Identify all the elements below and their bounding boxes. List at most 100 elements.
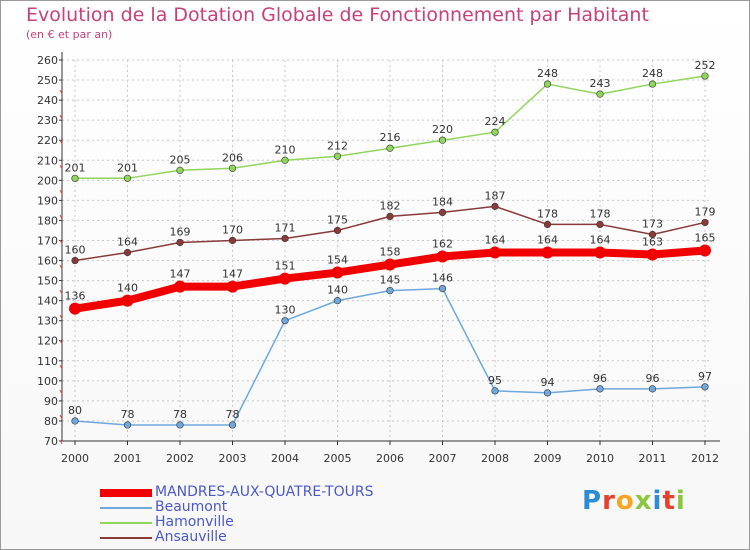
- y-axis-accent: [59, 264, 63, 270]
- x-tick-label: 2008: [481, 452, 509, 465]
- y-axis-accent: [59, 139, 63, 145]
- y-tick-label: 120: [37, 335, 58, 348]
- logo-letter: x: [634, 486, 653, 516]
- data-label: 210: [275, 143, 296, 156]
- data-point: [123, 421, 132, 429]
- data-point: [596, 90, 604, 98]
- data-point: [648, 230, 657, 239]
- y-axis-accent: [59, 164, 63, 170]
- x-tick-label: 2005: [324, 452, 352, 465]
- data-label: 243: [590, 77, 611, 90]
- data-point: [174, 280, 186, 293]
- data-label: 96: [593, 372, 607, 385]
- x-tick-label: 2001: [114, 452, 142, 465]
- data-label: 95: [488, 374, 502, 387]
- y-axis-accent: [59, 364, 63, 370]
- data-label: 78: [173, 408, 187, 421]
- y-tick-label: 160: [37, 255, 58, 268]
- data-label: 147: [222, 268, 243, 281]
- data-point: [281, 234, 289, 243]
- data-point: [543, 389, 552, 397]
- data-label: 175: [327, 213, 348, 226]
- data-point: [176, 166, 184, 174]
- x-tick-label: 2006: [376, 452, 404, 465]
- data-point: [123, 174, 132, 182]
- y-tick-label: 240: [37, 94, 58, 107]
- data-point: [438, 208, 447, 216]
- y-axis-accent: [59, 439, 63, 445]
- chart-subtitle: (en € et par an): [26, 28, 113, 41]
- data-label: 130: [275, 304, 296, 317]
- data-point: [176, 238, 184, 247]
- y-tick-label: 200: [37, 174, 58, 187]
- data-label: 187: [485, 189, 506, 202]
- x-tick-label: 2011: [639, 452, 667, 465]
- data-point: [596, 385, 604, 393]
- data-point: [541, 246, 554, 259]
- data-point: [386, 287, 394, 295]
- data-label: 164: [485, 234, 506, 247]
- series-hamonville: 201 201 205 206 210 212 216 220 224 248 243 248 252: [65, 59, 716, 182]
- data-label: 162: [432, 238, 453, 251]
- legend-label: Beaumont: [155, 499, 228, 515]
- data-label: 96: [646, 372, 660, 385]
- data-label: 94: [541, 376, 555, 389]
- legend-swatch: [100, 537, 152, 539]
- data-point: [281, 156, 289, 164]
- logo-letter: i: [675, 486, 686, 516]
- y-tick-label: 90: [44, 395, 58, 408]
- data-point: [333, 152, 342, 160]
- x-tick-label: 2000: [61, 452, 89, 465]
- data-label: 216: [380, 131, 401, 144]
- y-tick-label: 180: [37, 214, 58, 227]
- data-point: [386, 212, 394, 221]
- y-tick-label: 230: [37, 114, 58, 127]
- y-tick-label: 250: [37, 74, 58, 87]
- y-axis-accent: [59, 189, 63, 195]
- x-tick-label: 2003: [219, 452, 247, 465]
- data-point: [491, 387, 499, 395]
- logo-letter: r: [602, 486, 616, 516]
- data-label: 171: [275, 221, 296, 234]
- data-point: [71, 256, 79, 265]
- logo-letter: o: [615, 486, 635, 516]
- data-label: 80: [68, 404, 82, 417]
- series-beaumont: 80 78 78 78 130 140 145 146 95 94 96 96 97: [68, 272, 712, 429]
- logo-letter: i: [652, 486, 663, 516]
- legend-label: Ansauville: [155, 529, 227, 545]
- data-label: 78: [121, 408, 135, 421]
- legend-swatch: [100, 489, 152, 497]
- y-axis-accent: [59, 114, 63, 120]
- data-point: [543, 80, 552, 88]
- y-axis-accent: [59, 89, 63, 95]
- data-point: [701, 383, 709, 391]
- data-label: 165: [695, 232, 716, 245]
- y-tick-label: 140: [37, 295, 58, 308]
- data-label: 158: [380, 246, 401, 259]
- data-label: 140: [117, 282, 138, 295]
- data-point: [71, 174, 79, 182]
- data-point: [176, 421, 184, 429]
- data-label: 206: [222, 151, 243, 164]
- data-point: [228, 421, 237, 429]
- data-point: [648, 80, 657, 88]
- data-label: 248: [642, 67, 663, 80]
- y-tick-label: 100: [37, 375, 58, 388]
- data-label: 220: [432, 123, 453, 136]
- data-point: [331, 266, 344, 279]
- data-label: 154: [327, 254, 348, 267]
- data-point: [648, 385, 657, 393]
- y-tick-label: 80: [44, 415, 58, 428]
- y-axis-accent: [59, 314, 63, 320]
- data-label: 178: [590, 207, 611, 220]
- legend-swatch: [100, 522, 152, 524]
- y-axis-accent: [59, 289, 63, 295]
- logo-letter: t: [662, 486, 676, 516]
- legend-swatch: [100, 507, 152, 509]
- data-point: [123, 248, 132, 257]
- data-point: [491, 128, 499, 136]
- legend-label: MANDRES-AUX-QUATRE-TOURS: [155, 484, 374, 500]
- y-tick-label: 210: [37, 154, 58, 167]
- y-tick-label: 170: [37, 234, 58, 247]
